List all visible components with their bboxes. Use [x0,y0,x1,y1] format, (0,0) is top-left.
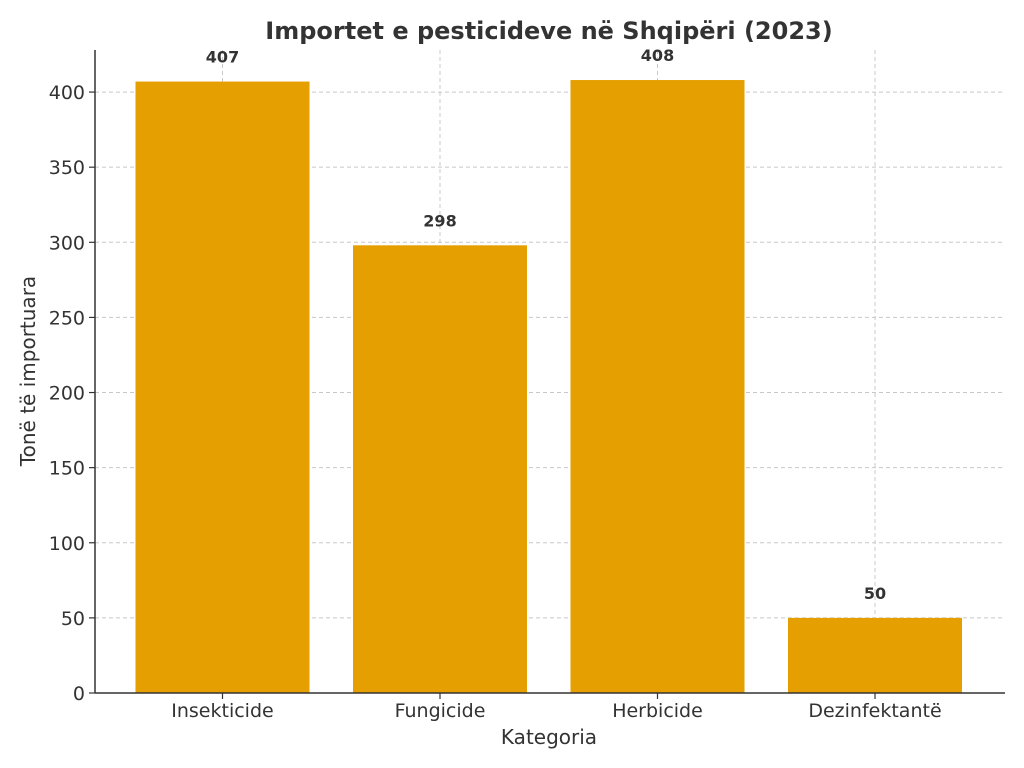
y-axis-label: Tonë të importuara [16,276,40,467]
data-label: 408 [641,46,674,65]
bar [135,81,310,693]
x-tick-label: Insekticide [171,700,273,722]
data-label: 407 [206,48,239,67]
x-tick-label: Herbicide [612,700,703,722]
y-tick-label: 150 [49,458,85,480]
x-axis-ticks: Insekticide Fungicide Herbicide Dezinfektan… [171,693,942,722]
y-tick-label: 200 [49,383,85,405]
bar [353,245,527,693]
data-labels: 407 298 408 50 [206,46,886,603]
bars [135,80,962,693]
data-label: 50 [864,584,886,603]
y-tick-label: 100 [49,533,85,555]
bar [570,80,745,693]
bar [788,617,962,693]
y-tick-label: 0 [73,683,85,705]
y-tick-label: 250 [49,307,85,329]
axes [94,50,1005,694]
chart-title: Importet e pesticideve në Shqipëri (2023… [265,17,832,45]
x-tick-label: Dezinfektantë [808,700,941,722]
y-tick-label: 400 [49,82,85,104]
data-label: 298 [423,211,456,230]
y-tick-label: 300 [49,232,85,254]
y-tick-label: 50 [61,608,85,630]
y-axis-ticks: 0 50 100 150 200 250 300 350 400 [49,82,95,705]
y-tick-label: 350 [49,157,85,179]
x-tick-label: Fungicide [395,700,486,722]
x-axis-label: Kategoria [501,725,597,749]
